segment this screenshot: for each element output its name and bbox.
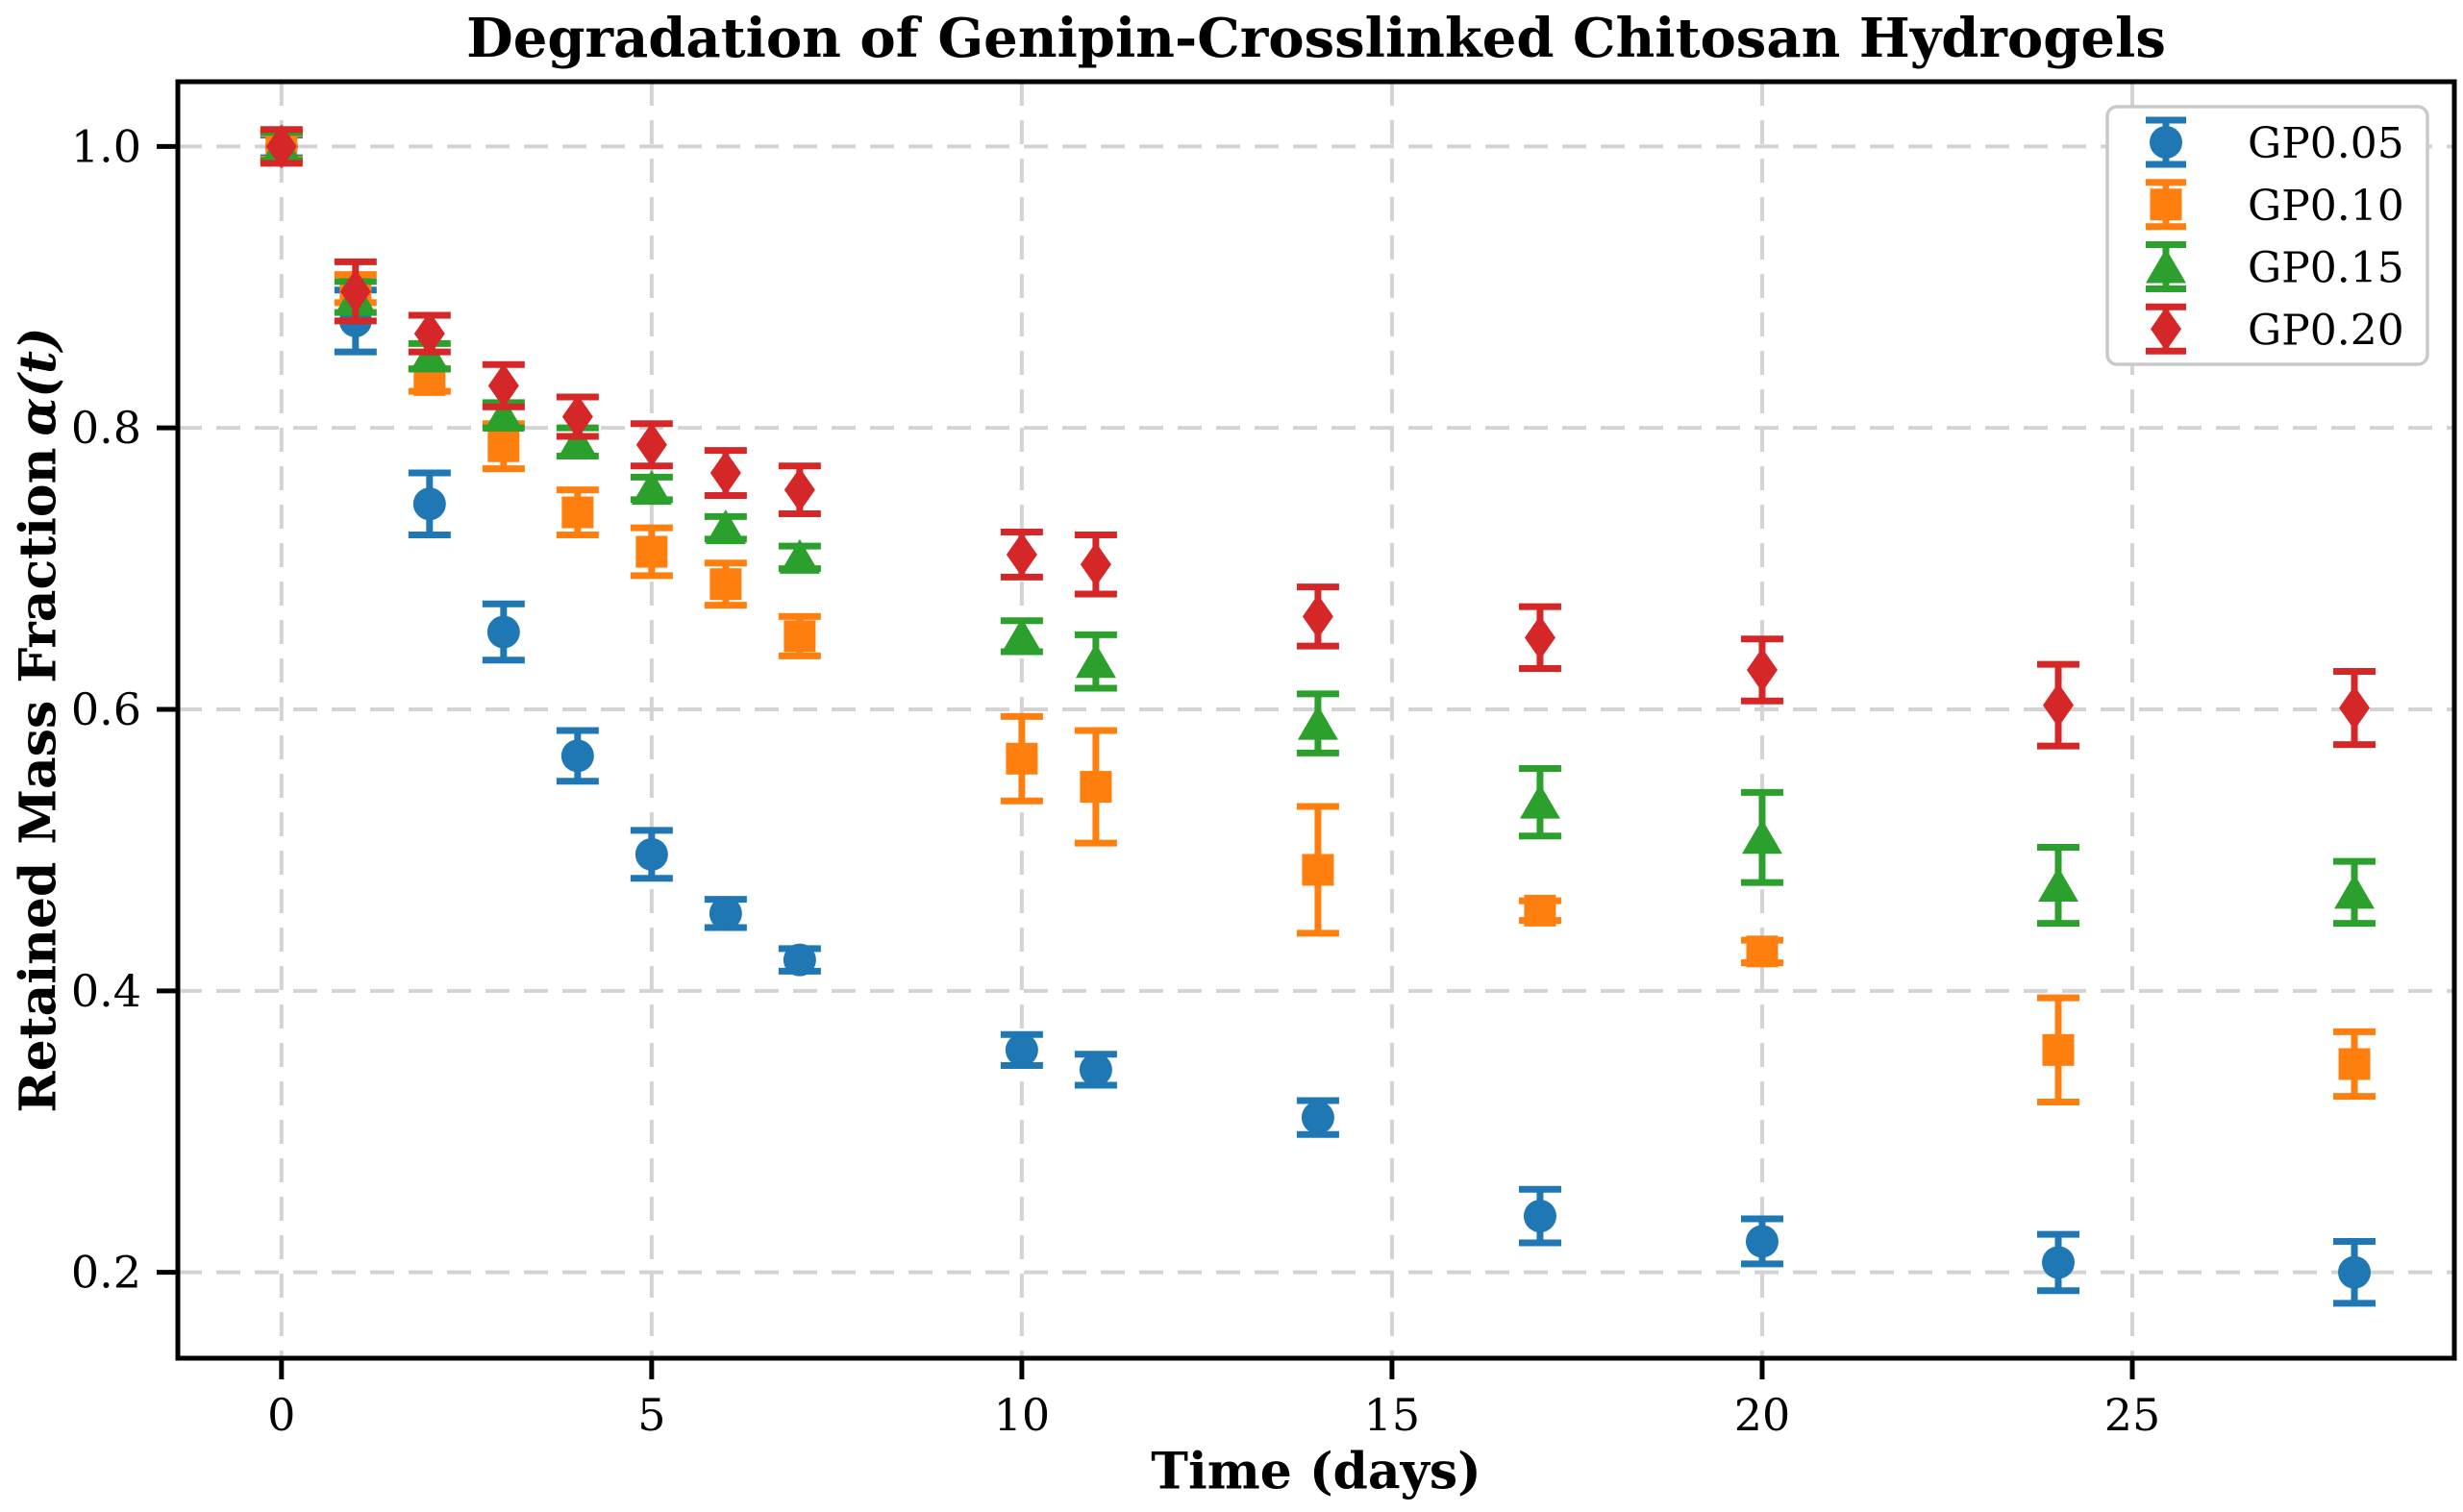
data-point-GP0.15: [1075, 643, 1116, 679]
data-point-GP0.05: [1005, 1033, 1038, 1067]
data-point-GP0.05: [486, 615, 520, 649]
data-point-GP0.05: [1745, 1225, 1779, 1258]
data-point-GP0.15: [2334, 874, 2376, 909]
data-point-GP0.20: [265, 124, 297, 169]
legend-marker-GP0.15: [2146, 248, 2186, 284]
data-point-GP0.15: [483, 397, 524, 433]
data-point-GP0.15: [779, 538, 820, 574]
data-point-GP0.20: [1006, 532, 1037, 577]
data-point-GP0.20: [1302, 594, 1333, 639]
data-point-GP0.20: [487, 363, 519, 409]
legend-marker-GP0.10: [2150, 188, 2182, 221]
legend-label: GP0.20: [2248, 306, 2404, 355]
data-point-GP0.10: [1302, 854, 1334, 886]
x-tick-label: 10: [994, 1389, 1051, 1441]
data-point-GP0.10: [709, 568, 742, 601]
data-point-GP0.15: [557, 423, 598, 459]
x-tick-label: 25: [2104, 1389, 2161, 1441]
data-point-GP0.15: [1001, 617, 1042, 653]
data-point-GP0.10: [784, 620, 816, 653]
data-point-GP0.10: [1746, 935, 1779, 968]
y-tick-label: 0.4: [71, 965, 141, 1017]
data-point-GP0.05: [709, 897, 742, 930]
data-point-GP0.10: [1524, 894, 1556, 927]
data-point-GP0.20: [339, 269, 371, 314]
data-point-GP0.15: [1519, 783, 1560, 819]
plot-border: [175, 79, 2457, 1361]
data-point-GP0.20: [2043, 682, 2075, 728]
data-point-GP0.05: [1079, 1053, 1112, 1086]
data-point-GP0.10: [561, 496, 594, 529]
y-tick-label: 0.6: [71, 683, 141, 735]
data-point-GP0.15: [1297, 705, 1338, 740]
data-point-GP0.20: [1746, 648, 1778, 693]
data-point-GP0.20: [561, 394, 593, 439]
data-point-GP0.20: [784, 467, 815, 512]
legend-marker-GP0.05: [2150, 126, 2182, 159]
y-axis-label: Retained Mass Fractionα(t): [9, 327, 68, 1113]
x-tick-label: 15: [1364, 1389, 1421, 1441]
data-point-GP0.10: [1080, 771, 1112, 804]
data-point-GP0.20: [709, 451, 741, 496]
chart-title: Degradation of Genipin-Crosslinked Chito…: [466, 7, 2166, 70]
data-point-GP0.05: [2042, 1246, 2076, 1279]
data-point-GP0.05: [783, 943, 816, 977]
data-point-GP0.05: [1523, 1200, 1556, 1233]
x-axis-label: Time (days): [1151, 1442, 1481, 1501]
x-tick-label: 20: [1734, 1389, 1791, 1441]
data-point-GP0.20: [1080, 542, 1111, 587]
legend-box: [2105, 105, 2429, 366]
data-point-GP0.05: [560, 739, 594, 773]
data-point-GP0.10: [2338, 1048, 2371, 1080]
data-point-GP0.05: [412, 487, 446, 521]
data-point-GP0.10: [487, 430, 520, 462]
data-point-GP0.20: [1524, 615, 1555, 660]
y-axis-label-math: α(t): [9, 327, 68, 436]
data-point-GP0.20: [413, 311, 445, 357]
data-point-GP0.20: [635, 422, 667, 467]
data-point-GP0.10: [635, 535, 668, 568]
data-point-GP0.15: [631, 470, 672, 506]
data-point-GP0.05: [1301, 1101, 1334, 1134]
legend-label: GP0.05: [2248, 119, 2404, 168]
data-point-GP0.15: [2038, 867, 2079, 903]
y-tick-label: 0.2: [71, 1247, 141, 1299]
data-point-GP0.10: [1006, 742, 1038, 775]
data-point-GP0.15: [705, 509, 746, 545]
y-tick-label: 0.8: [71, 402, 141, 454]
legend-marker-GP0.20: [2151, 307, 2181, 352]
legend-label: GP0.10: [2248, 182, 2404, 231]
data-point-GP0.20: [2339, 685, 2371, 731]
data-point-GP0.15: [1741, 819, 1782, 855]
legend-label: GP0.15: [2248, 244, 2404, 293]
x-tick-label: 5: [637, 1389, 665, 1441]
data-point-GP0.05: [634, 837, 668, 871]
data-point-GP0.05: [2338, 1255, 2372, 1289]
y-tick-label: 1.0: [71, 120, 141, 172]
data-point-GP0.10: [2042, 1033, 2075, 1066]
x-tick-label: 0: [267, 1389, 295, 1441]
